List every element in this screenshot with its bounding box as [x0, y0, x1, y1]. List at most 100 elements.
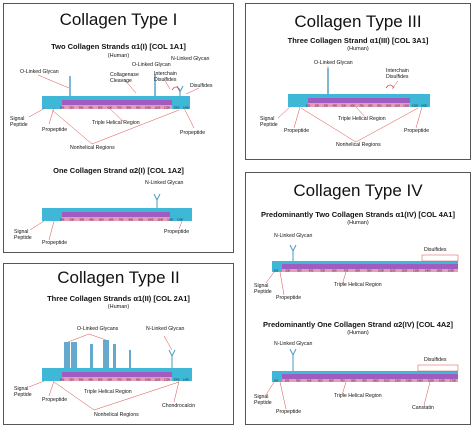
tick-label: 1200: [167, 218, 173, 222]
triple-helical-label: Triple Helical Region: [338, 116, 386, 122]
tick-label: 600: [108, 378, 113, 382]
tick-label: 1400: [425, 269, 431, 273]
type4-diagram: 100 200 300 400 500 600 700 800 900 1000 1100 1200 1…: [265, 244, 459, 410]
tick-label: 900: [136, 378, 141, 382]
tick-label: 700: [117, 378, 122, 382]
triple-helix-band: [282, 264, 458, 269]
tick-label: 100: [274, 379, 279, 383]
tick-label: 700: [340, 379, 345, 383]
tick-label: 900: [136, 106, 141, 110]
tick-label: 600: [108, 106, 113, 110]
n-linked-glycan-label: N-Linked Glycan: [146, 326, 185, 332]
tick-label: 1200: [403, 104, 409, 108]
o-glycan-clusters: [64, 340, 131, 368]
tick-label: 700: [119, 218, 124, 222]
triple-helix-band: [62, 372, 172, 377]
right-propeptide-block: [410, 98, 430, 107]
interchain-disulfides-label: Interchain Disulfides: [386, 68, 409, 80]
tick-label: 1300: [413, 269, 419, 273]
panel-collagen-type-2: Collagen Type II Three Collagen Strands …: [3, 263, 234, 425]
tick-label: 1300: [174, 378, 180, 382]
tick-label: 1000: [373, 379, 379, 383]
tick-label: 1300: [406, 379, 412, 383]
propeptide-band: [42, 208, 192, 212]
n-linked-glycan-label-2: N-Linked Glycan: [274, 341, 313, 347]
tick-label: 1200: [401, 269, 407, 273]
signal-peptide-label-2: Signal Peptide: [254, 394, 272, 406]
tick-label: 300: [79, 378, 84, 382]
nonhelical-regions-label: Nonhelical Regions: [336, 142, 381, 148]
tick-label: 1200: [395, 379, 401, 383]
tick-label: 1300: [174, 106, 180, 110]
tick-label: 200: [69, 378, 74, 382]
triple-helix-band-lower: [308, 103, 410, 107]
leader-lines: [28, 74, 200, 145]
type3-diagram: 100 200 300 400 500 600 700 800 900 1000 1100 1200 1…: [277, 66, 430, 143]
leader-lines: [265, 381, 431, 410]
triple-helix-band: [62, 212, 170, 217]
propeptide-right-label: Propeptide: [180, 130, 206, 136]
tick-label: 1000: [385, 104, 391, 108]
tick-label: 1400: [417, 379, 423, 383]
tick-label: 100: [60, 106, 65, 110]
tick-label: 200: [285, 379, 290, 383]
tick-label: 200: [286, 269, 291, 273]
tick-label: 200: [315, 104, 320, 108]
tick-label: 600: [329, 379, 334, 383]
tick-label: 500: [99, 218, 104, 222]
tick-label: 800: [129, 218, 134, 222]
panel-collagen-type-1: Collagen Type I Two Collagen Strands α1(…: [3, 3, 234, 253]
propeptide-label: Propeptide: [276, 295, 302, 301]
signal-peptide-label-2: Signal Peptide: [14, 229, 32, 241]
o-linked-glycans-label: O-Linked Glycans: [77, 326, 119, 332]
propeptide-band: [42, 96, 190, 100]
tick-label: 600: [109, 218, 114, 222]
strand-bar: [288, 94, 430, 107]
propeptide-left-label: Propeptide: [42, 127, 68, 133]
tick-label: 100: [60, 378, 65, 382]
propeptide-band: [272, 261, 458, 264]
tick-label: 100: [60, 218, 65, 222]
left-propeptide-block: [42, 100, 62, 109]
tick-label: 1100: [384, 379, 390, 383]
strand-heading: Two Collagen Strands α1(I) [COL 1A1]: [51, 42, 186, 51]
tick-label: 400: [88, 378, 93, 382]
n-linked-glycan-label: N-Linked Glycan: [171, 56, 210, 62]
triple-helical-label-2: Triple Helical Region: [334, 393, 382, 399]
tick-label: 600: [350, 104, 355, 108]
tick-labels: 100 200 300 400 500 600 700 800 900 1000 1100 1200 1…: [274, 269, 455, 273]
tick-labels: 100 200 300 400 500 600 700 800 900 1000 1100 1200 1…: [60, 378, 190, 382]
tick-label: 500: [98, 378, 103, 382]
tick-label: 600: [332, 269, 337, 273]
tick-label: 400: [333, 104, 338, 108]
panel-collagen-type-3: Collagen Type III Three Collagen Strand …: [245, 3, 471, 160]
disulfide-box: [417, 364, 459, 372]
tick-labels: 100 200 300 400 500 600 700 800 900 1000 1100 1200 1…: [274, 379, 457, 383]
tick-label: 800: [127, 106, 132, 110]
disulfides-label: Disulfides: [424, 247, 447, 253]
interchain-disulfides-label: Interchain Disulfides: [154, 71, 177, 83]
species-label: (Human): [107, 304, 130, 310]
species-label: (Human): [347, 220, 369, 226]
strand-bar: [42, 96, 190, 109]
tick-label: 900: [139, 218, 144, 222]
propeptide-band: [272, 371, 458, 374]
tick-label: 1500: [436, 269, 442, 273]
propeptide-label-2: Propeptide: [276, 409, 302, 415]
strand-heading-2: Predominantly One Collagen Strand α2(IV)…: [263, 320, 453, 329]
tick-label: 1100: [390, 269, 396, 273]
tick-label: 900: [367, 269, 372, 273]
triple-helical-label: Triple Helical Region: [84, 389, 132, 395]
propeptide-band: [42, 368, 192, 372]
triple-helix-band: [282, 374, 458, 379]
collagenase-cleavage-label: Collagenase Cleavage: [110, 72, 139, 84]
tick-label: 300: [79, 106, 84, 110]
panel-title: Collagen Type II: [57, 268, 180, 287]
tick-label: 300: [324, 104, 329, 108]
o-linked-glycan-label: O-Linked Glycan: [314, 60, 353, 66]
triple-helical-label: Triple Helical Region: [334, 282, 382, 288]
tick-label: 1300: [412, 104, 418, 108]
tick-label: 900: [362, 379, 367, 383]
tick-label: 800: [127, 378, 132, 382]
strand-heading: Three Collagen Strand α1(III) [COL 3A1]: [287, 36, 429, 45]
